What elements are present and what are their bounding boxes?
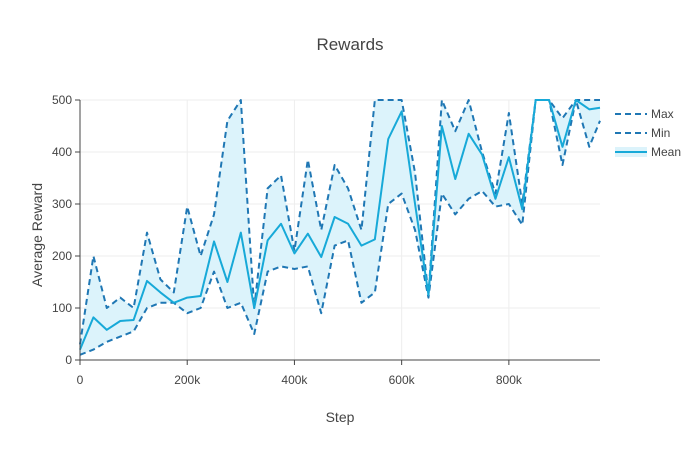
x-axis-title: Step: [326, 409, 355, 425]
y-tick-label: 200: [52, 249, 72, 263]
y-tick-label: 100: [52, 301, 72, 315]
x-tick-label: 200k: [174, 373, 201, 387]
min-max-band-area: [80, 100, 600, 355]
legend-item-max[interactable]: Max: [615, 107, 674, 121]
min-max-band: [80, 100, 600, 355]
chart-title: Rewards: [316, 35, 383, 54]
series-line-max: [79, 99, 601, 345]
y-tick-label: 0: [65, 353, 72, 367]
series-line-min: [79, 99, 600, 356]
series-line-mean: [79, 99, 601, 350]
axes: 0 100 200 300 400 500 0 200k 400k 600k 800k: [52, 93, 600, 387]
legend-label-max: Max: [651, 107, 674, 121]
x-tick-label: 800k: [496, 373, 523, 387]
x-tick-label: 0: [77, 373, 84, 387]
x-tick-label: 600k: [389, 373, 416, 387]
y-axis-title: Average Reward: [29, 183, 45, 287]
x-tick-label: 400k: [281, 373, 308, 387]
legend-label-mean: Mean: [651, 145, 681, 159]
y-tick-label: 300: [52, 197, 72, 211]
y-tick-label: 400: [52, 145, 72, 159]
legend-label-min: Min: [651, 126, 670, 140]
legend-item-mean[interactable]: Mean: [615, 145, 681, 159]
series-lines: [79, 99, 601, 356]
y-tick-label: 500: [52, 93, 72, 107]
legend-item-min[interactable]: Min: [615, 126, 670, 140]
legend: Max Min Mean: [615, 107, 681, 159]
